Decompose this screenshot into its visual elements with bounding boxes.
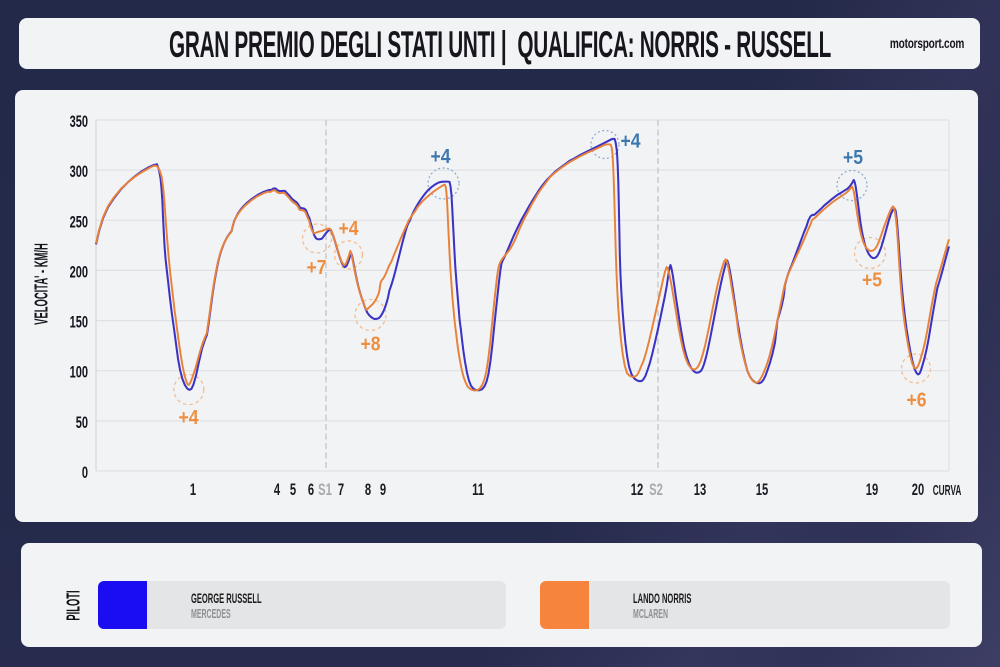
svg-text:15: 15	[756, 481, 768, 500]
svg-text:+6: +6	[906, 388, 926, 410]
svg-text:5: 5	[290, 481, 296, 500]
svg-text:+4: +4	[620, 129, 641, 151]
svg-text:+4: +4	[338, 217, 359, 239]
svg-text:VELOCITA' - KM/H: VELOCITA' - KM/H	[32, 243, 52, 325]
svg-text:+5: +5	[843, 146, 863, 168]
svg-text:100: 100	[70, 363, 88, 382]
svg-text:4: 4	[274, 481, 280, 500]
svg-text:350: 350	[70, 113, 88, 132]
svg-text:+5: +5	[862, 268, 882, 290]
svg-text:250: 250	[70, 213, 88, 232]
svg-text:S1: S1	[318, 481, 332, 500]
svg-text:+4: +4	[178, 406, 199, 428]
svg-text:12: 12	[631, 481, 643, 500]
svg-text:0: 0	[82, 464, 88, 483]
svg-text:CURVA: CURVA	[933, 481, 962, 498]
svg-text:50: 50	[76, 414, 88, 433]
svg-text:11: 11	[472, 481, 484, 500]
svg-text:7: 7	[338, 481, 344, 500]
svg-text:150: 150	[70, 313, 88, 332]
svg-text:20: 20	[912, 481, 924, 500]
svg-text:8: 8	[365, 481, 371, 500]
svg-text:+8: +8	[360, 332, 380, 354]
svg-text:300: 300	[70, 163, 88, 182]
svg-text:1: 1	[190, 481, 196, 500]
svg-text:+4: +4	[430, 145, 451, 167]
svg-text:13: 13	[694, 481, 706, 500]
svg-text:9: 9	[380, 481, 386, 500]
svg-text:200: 200	[70, 263, 88, 282]
svg-text:6: 6	[308, 481, 314, 500]
svg-text:19: 19	[866, 481, 878, 500]
svg-text:+7: +7	[306, 256, 326, 278]
svg-text:S2: S2	[649, 481, 663, 500]
